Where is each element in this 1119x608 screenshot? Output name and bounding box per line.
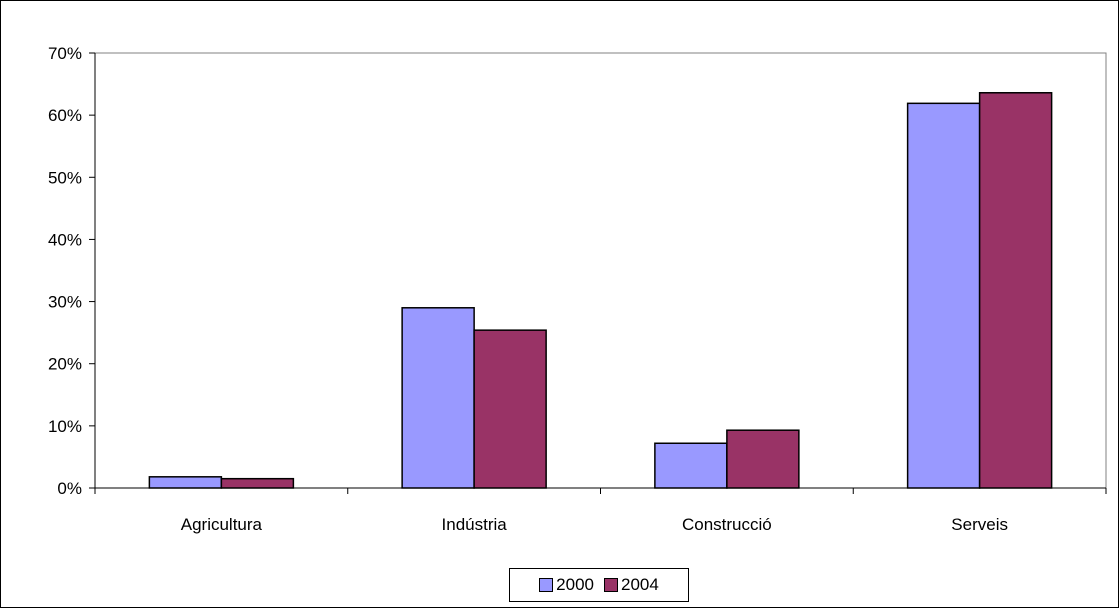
legend: 2000 2004 <box>509 568 689 602</box>
bar-indústria-2004 <box>473 329 547 489</box>
legend-label-series-1: 2004 <box>621 575 659 594</box>
y-tick-label: 10% <box>48 417 82 436</box>
legend-label-series-0: 2000 <box>556 575 594 594</box>
y-tick-label: 0% <box>57 479 82 498</box>
bar-agricultura-2004 <box>220 477 295 489</box>
bar-serveis-2004 <box>978 92 1053 489</box>
x-tick-label: Indústria <box>442 515 508 534</box>
bar-indústria-2000 <box>401 307 475 489</box>
bar-agricultura-2000 <box>148 476 223 489</box>
bar-construcció-2004 <box>726 429 800 489</box>
x-tick-label: Construcció <box>682 515 772 534</box>
legend-swatch-series-0 <box>539 578 554 592</box>
y-tick-label: 60% <box>48 106 82 125</box>
legend-item-series-1: 2004 <box>604 575 659 595</box>
y-tick-label: 20% <box>48 355 82 374</box>
bar-construcció-2000 <box>654 442 728 489</box>
y-tick-label: 30% <box>48 293 82 312</box>
plot-area: 0% 10% 20% 30% 40% 50% 60% 70% Agricultura Indúst… <box>48 44 1107 534</box>
y-tick-label: 50% <box>48 168 82 187</box>
y-tick-label: 70% <box>48 44 82 63</box>
x-tick-label: Serveis <box>951 515 1008 534</box>
legend-item-series-0: 2000 <box>539 575 594 595</box>
bar-serveis-2000 <box>906 102 981 489</box>
x-tick-label: Agricultura <box>181 515 263 534</box>
y-tick-label: 40% <box>48 230 82 249</box>
legend-swatch-series-1 <box>604 578 618 592</box>
